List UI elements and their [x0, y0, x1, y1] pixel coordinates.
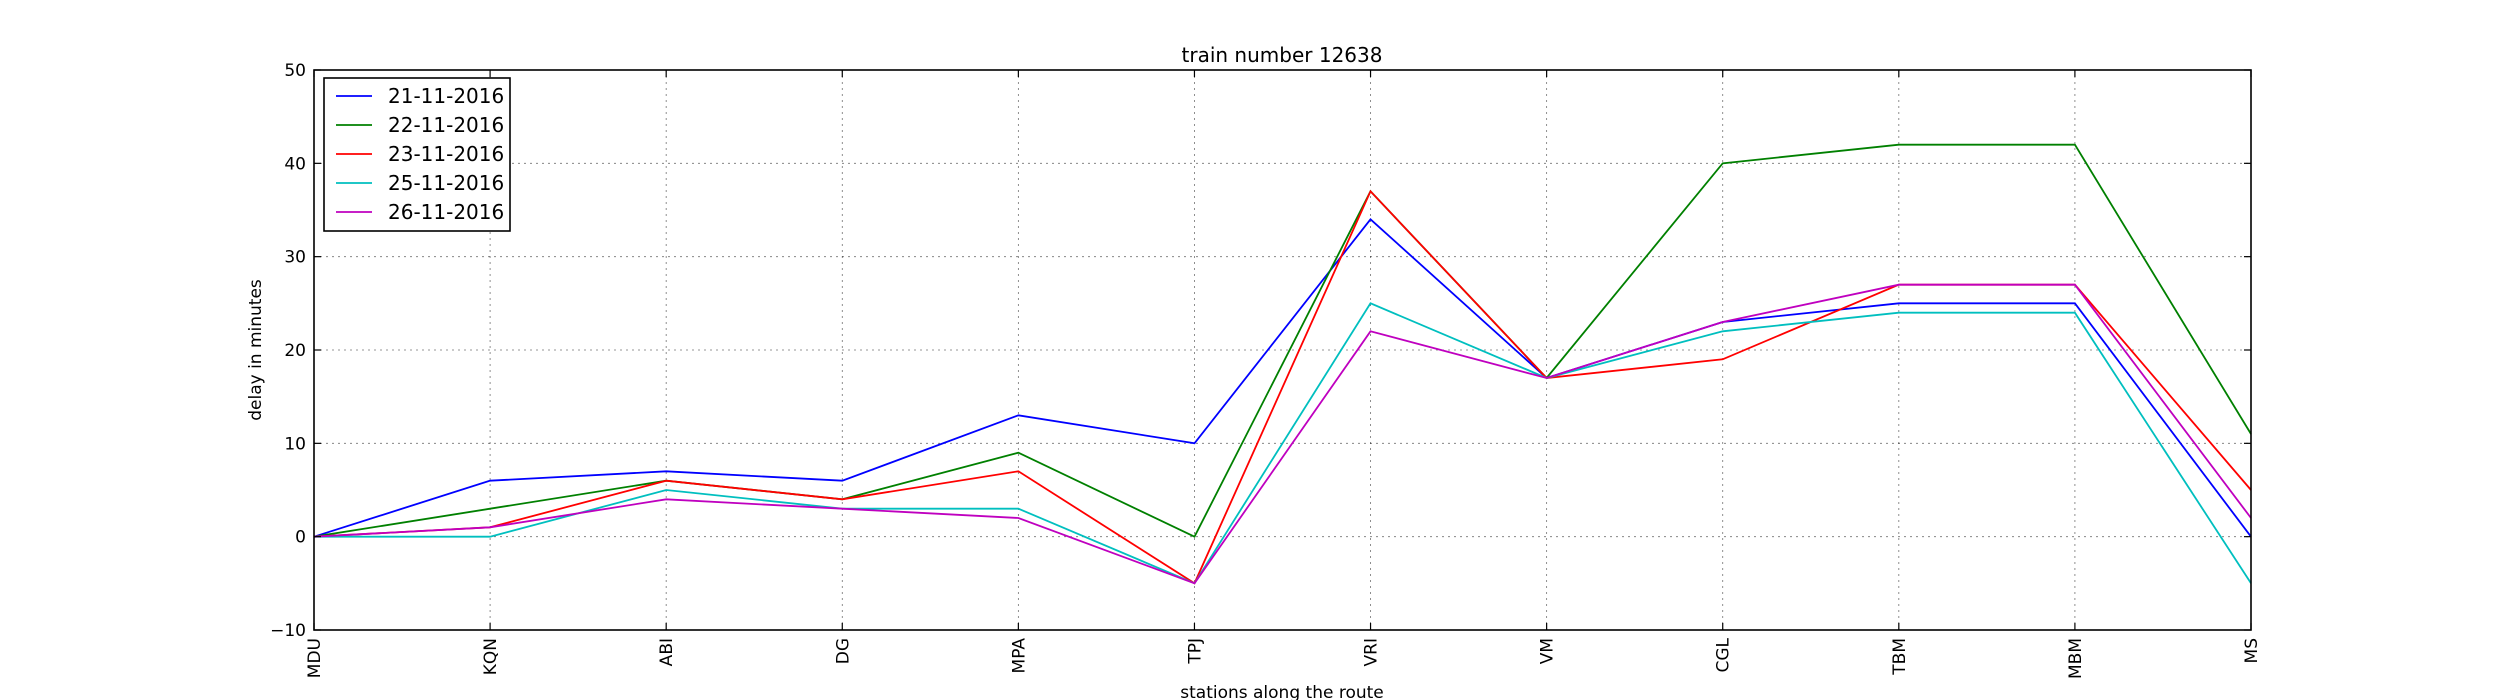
y-axis-label: delay in minutes [246, 279, 266, 421]
x-tick-label: CGL [1714, 637, 1734, 672]
plot-frame [313, 69, 2252, 631]
x-tick-label: DG [833, 638, 853, 664]
x-tick-label: TBM [1890, 638, 1910, 676]
y-tick-label: 10 [284, 434, 306, 454]
series-line-22-11-2016 [313, 143, 2252, 538]
x-tick-label: TPJ [1185, 638, 1205, 665]
y-tick-label: 20 [284, 341, 306, 361]
y-tick-label: 30 [284, 248, 306, 268]
x-axis-ticks: MDU KQN ABI DG MPA TPJ VRI VM CGL TBM MBM MS [305, 70, 2262, 679]
legend-label: 23-11-2016 [388, 142, 504, 166]
chart-title: train number 12638 [1182, 43, 1383, 67]
x-tick-label: MS [2242, 638, 2262, 663]
x-tick-label: VM [1538, 638, 1558, 664]
series-line-25-11-2016 [314, 302, 2252, 585]
y-tick-label: 0 [295, 528, 306, 548]
legend-label: 21-11-2016 [388, 84, 504, 108]
y-axis-ticks: −10 0 10 20 30 40 50 [270, 61, 2251, 641]
x-tick-label: ABI [657, 638, 677, 666]
series-line-23-11-2016 [313, 189, 2252, 585]
legend-label: 25-11-2016 [388, 171, 504, 195]
y-tick-label: 50 [284, 61, 306, 81]
legend: 21-11-2016 22-11-2016 23-11-2016 25-11-2016… [323, 77, 511, 232]
y-tick-label: 40 [284, 154, 306, 174]
legend-label: 22-11-2016 [388, 113, 504, 137]
series-lines [313, 143, 2252, 585]
series-line-21-11-2016 [313, 217, 2252, 538]
grid-lines [314, 70, 2251, 630]
x-tick-label: VRI [1362, 638, 1382, 666]
x-tick-label: MDU [305, 638, 325, 678]
x-tick-label: KQN [481, 638, 501, 675]
x-axis-label: stations along the route [1180, 683, 1384, 700]
x-tick-label: MBM [2066, 638, 2086, 679]
y-tick-label: −10 [270, 621, 306, 641]
legend-label: 26-11-2016 [388, 200, 504, 224]
series-line-26-11-2016 [313, 283, 2252, 585]
x-tick-label: MPA [1009, 638, 1029, 674]
